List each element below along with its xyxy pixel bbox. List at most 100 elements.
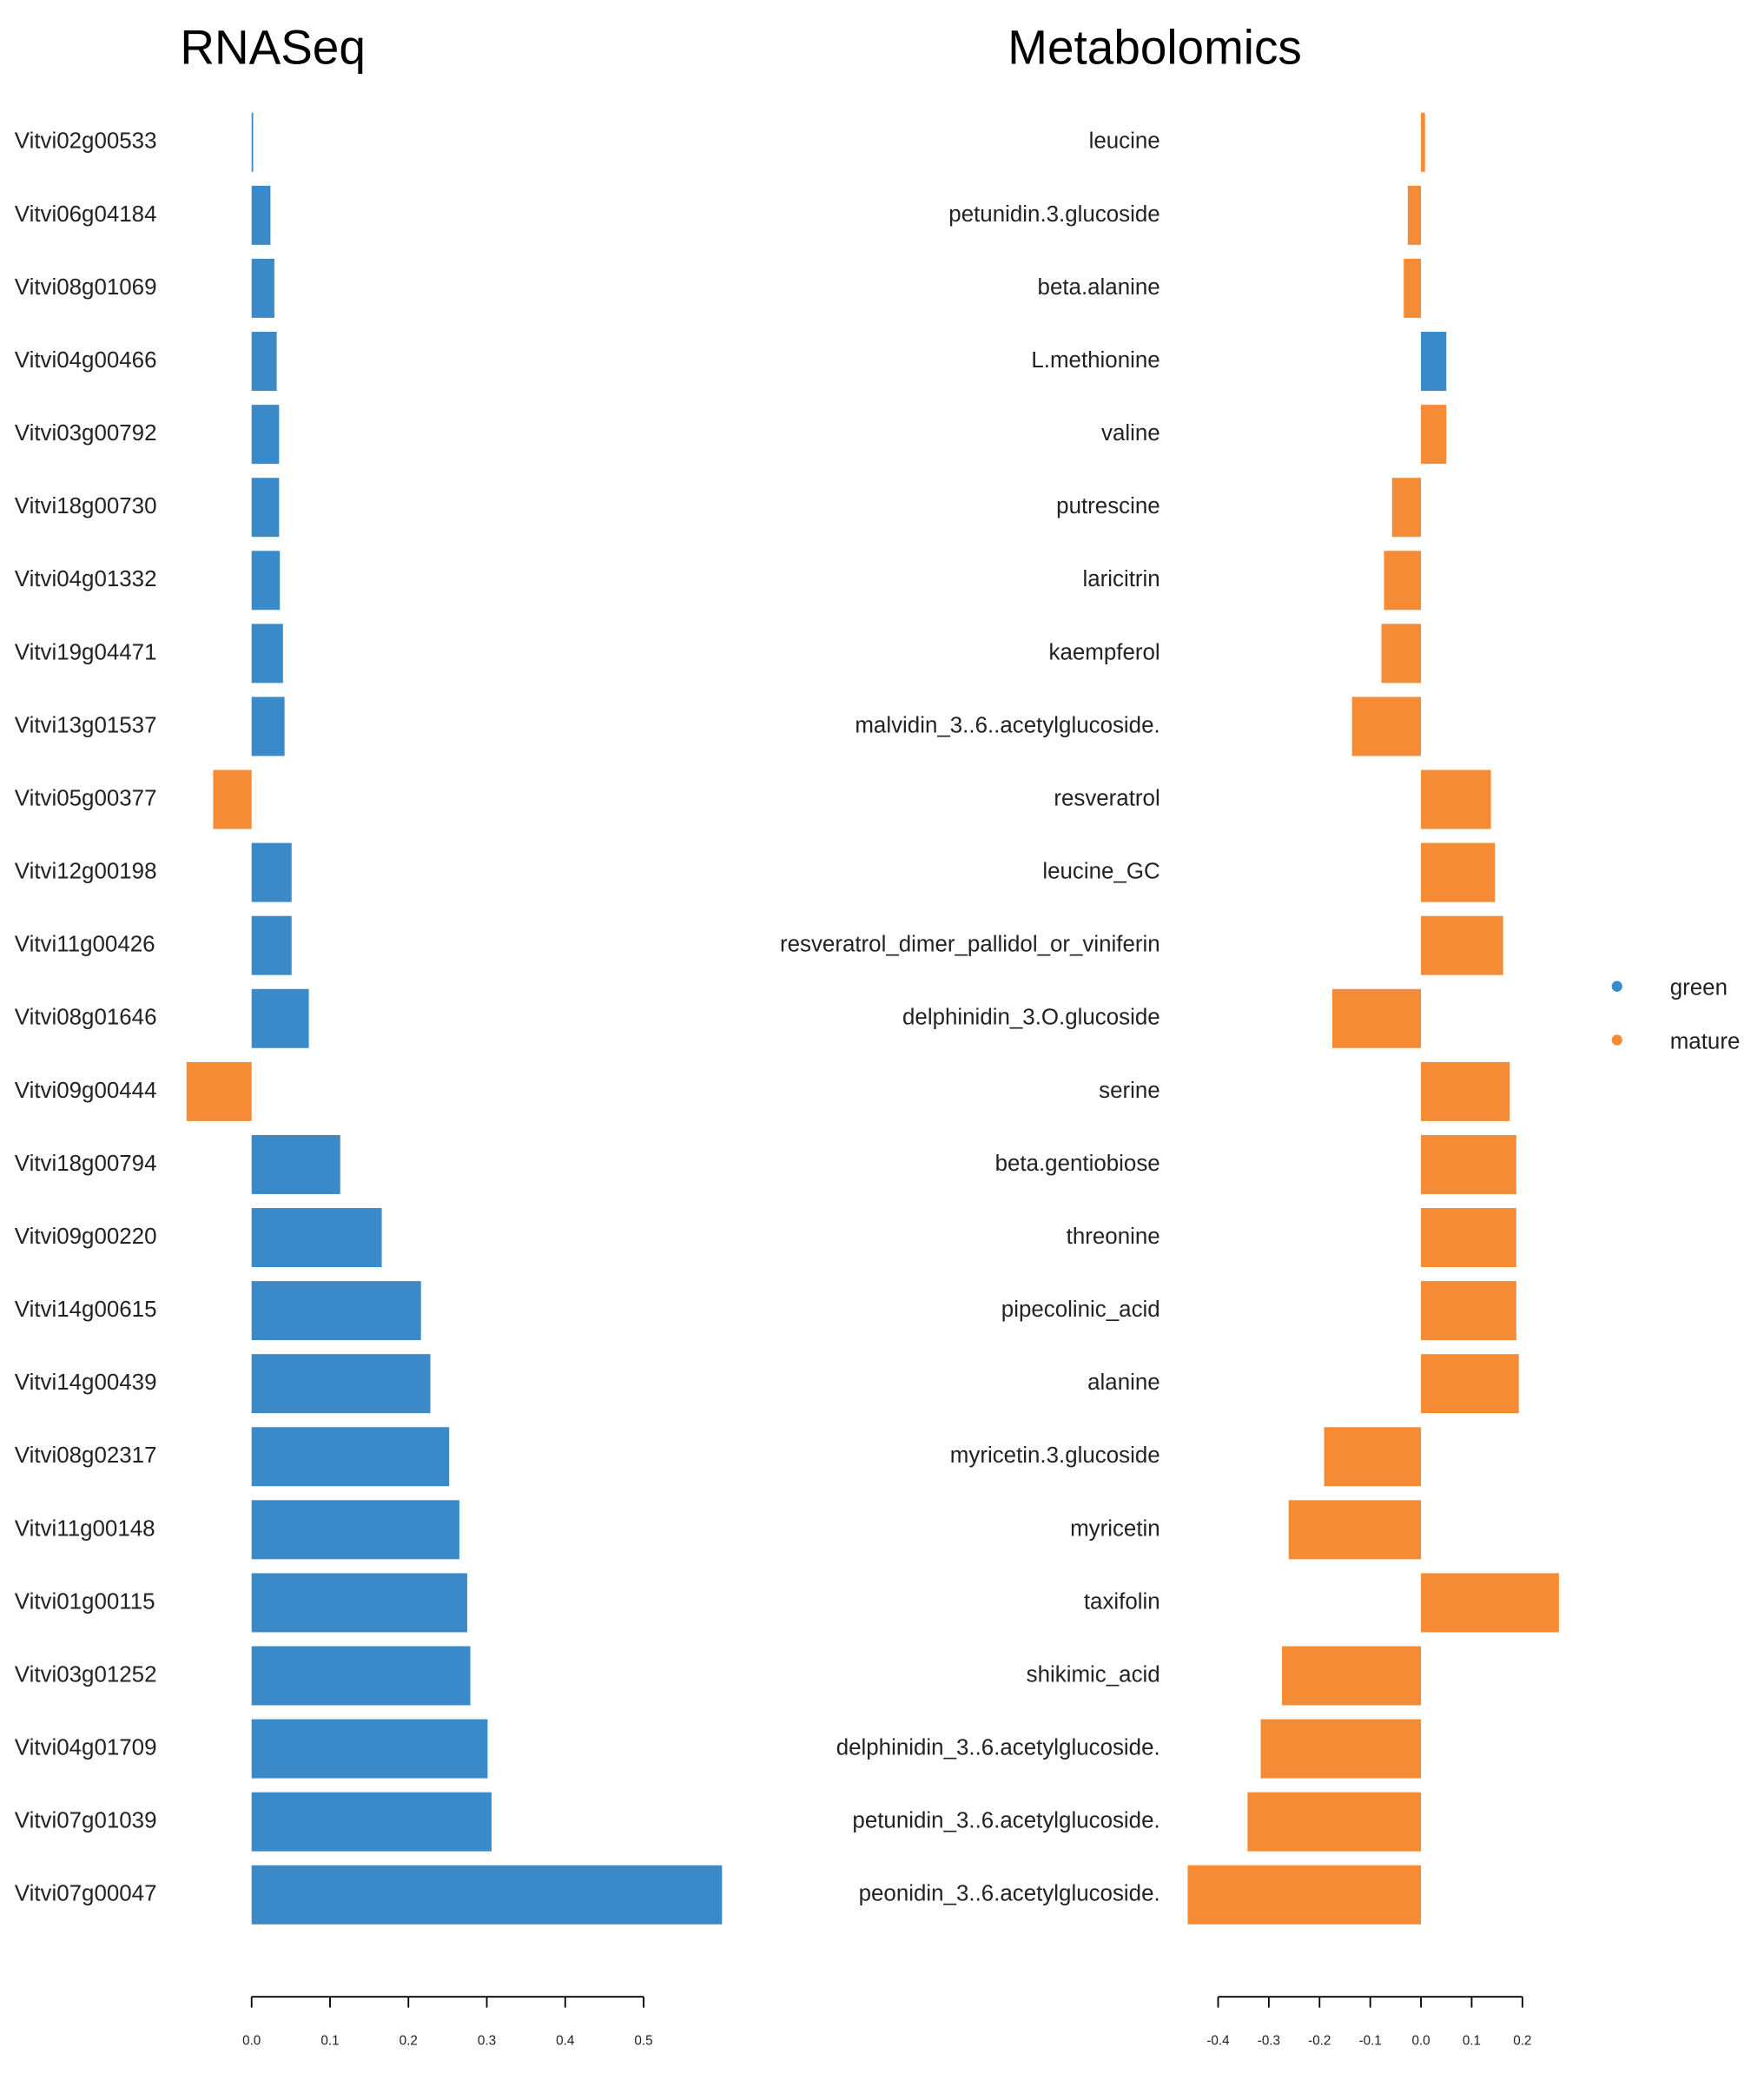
category-label: Vitvi09g00444 bbox=[15, 1077, 157, 1103]
bar bbox=[251, 1354, 431, 1414]
bar bbox=[1421, 769, 1491, 829]
bar bbox=[251, 1427, 450, 1487]
bar bbox=[251, 915, 292, 975]
chart-title: RNASeq bbox=[180, 20, 366, 74]
category-label: petunidin.3.glucoside bbox=[948, 201, 1159, 227]
bar bbox=[1187, 1865, 1422, 1925]
bar bbox=[251, 697, 285, 756]
bar bbox=[1421, 842, 1496, 902]
category-label: Vitvi13g01537 bbox=[15, 711, 157, 737]
category-label: L.methionine bbox=[1031, 347, 1159, 373]
bar bbox=[251, 1865, 723, 1925]
category-label: serine bbox=[1099, 1077, 1160, 1103]
category-label: putrescine bbox=[1056, 492, 1160, 518]
legend-label: green bbox=[1670, 974, 1728, 1000]
bar bbox=[251, 624, 283, 683]
bar bbox=[251, 185, 271, 245]
category-label: Vitvi02g00533 bbox=[15, 128, 157, 154]
x-tick-label: -0.3 bbox=[1258, 2033, 1280, 2048]
category-label: kaempferol bbox=[1049, 638, 1160, 664]
bar bbox=[1421, 1134, 1516, 1194]
category-label: Vitvi04g00466 bbox=[15, 347, 157, 373]
category-label: Vitvi12g00198 bbox=[15, 857, 157, 883]
category-label: delphinidin_3.O.glucoside bbox=[902, 1004, 1160, 1030]
bar bbox=[1421, 1208, 1516, 1268]
category-label: peonidin_3..6.acetylglucoside. bbox=[859, 1880, 1160, 1906]
bar bbox=[1282, 1646, 1422, 1706]
bar bbox=[251, 1792, 492, 1852]
category-label: Vitvi09g00220 bbox=[15, 1223, 157, 1249]
category-label: Vitvi11g00426 bbox=[15, 930, 155, 956]
category-label: delphinidin_3..6.acetylglucoside. bbox=[836, 1733, 1160, 1760]
x-tick-label: 0.3 bbox=[478, 2033, 496, 2048]
bar bbox=[251, 405, 280, 465]
category-label: threonine bbox=[1067, 1223, 1160, 1249]
bar bbox=[251, 112, 254, 172]
bar bbox=[1331, 988, 1422, 1048]
bar bbox=[251, 1281, 421, 1341]
bar bbox=[186, 1061, 252, 1121]
legend-marker bbox=[1611, 1034, 1622, 1046]
bar bbox=[251, 1500, 459, 1560]
bar bbox=[1324, 1427, 1422, 1487]
x-tick-label: 0.1 bbox=[1463, 2033, 1481, 2048]
category-label: Vitvi03g00792 bbox=[15, 419, 157, 446]
category-label: Vitvi18g00794 bbox=[15, 1150, 157, 1176]
bar bbox=[1404, 258, 1422, 318]
x-tick-label: 0.0 bbox=[242, 2033, 261, 2048]
category-label: valine bbox=[1101, 419, 1160, 446]
category-label: myricetin bbox=[1070, 1515, 1160, 1541]
category-label: Vitvi04g01709 bbox=[15, 1733, 157, 1760]
bar bbox=[251, 332, 277, 392]
bar bbox=[251, 1646, 471, 1706]
x-tick-label: 0.1 bbox=[320, 2033, 339, 2048]
category-label: resveratrol bbox=[1054, 784, 1159, 810]
x-tick-label: -0.4 bbox=[1206, 2033, 1230, 2048]
category-label: beta.gentiobiose bbox=[995, 1150, 1160, 1176]
category-label: Vitvi06g04184 bbox=[15, 201, 157, 227]
legend-marker bbox=[1611, 981, 1622, 992]
category-label: laricitrin bbox=[1082, 565, 1159, 591]
category-label: Vitvi08g02317 bbox=[15, 1442, 157, 1468]
category-label: taxifolin bbox=[1084, 1588, 1160, 1614]
category-label: leucine bbox=[1089, 128, 1160, 154]
bar bbox=[1421, 332, 1447, 392]
bar bbox=[1421, 405, 1447, 465]
bar bbox=[1421, 1573, 1559, 1633]
category-label: Vitvi07g01039 bbox=[15, 1806, 157, 1832]
category-label: Vitvi03g01252 bbox=[15, 1661, 157, 1687]
bar bbox=[1391, 478, 1422, 538]
category-label: alanine bbox=[1087, 1369, 1160, 1395]
category-label: pipecolinic_acid bbox=[1001, 1296, 1160, 1322]
bar bbox=[251, 1134, 340, 1194]
category-label: Vitvi11g00148 bbox=[15, 1515, 155, 1541]
bar bbox=[1421, 1281, 1516, 1341]
category-label: petunidin_3..6.acetylglucoside. bbox=[852, 1806, 1159, 1832]
bar bbox=[1421, 915, 1503, 975]
bar bbox=[1247, 1792, 1422, 1852]
category-label: Vitvi08g01069 bbox=[15, 274, 157, 300]
category-label: Vitvi04g01332 bbox=[15, 565, 157, 591]
category-label: shikimic_acid bbox=[1027, 1661, 1160, 1687]
bar bbox=[1381, 624, 1422, 683]
bar bbox=[1288, 1500, 1422, 1560]
category-label: resveratrol_dimer_pallidol_or_viniferin bbox=[780, 930, 1160, 956]
category-label: Vitvi19g04471 bbox=[15, 638, 157, 664]
bar bbox=[1407, 185, 1422, 245]
category-label: Vitvi08g01646 bbox=[15, 1004, 157, 1030]
bar bbox=[1384, 551, 1422, 611]
bar bbox=[251, 1719, 488, 1779]
bar bbox=[251, 551, 281, 611]
bar bbox=[251, 478, 280, 538]
chart-title: Metabolomics bbox=[1008, 20, 1302, 74]
bar bbox=[1421, 112, 1425, 172]
bar bbox=[251, 1208, 382, 1268]
x-tick-label: 0.4 bbox=[556, 2033, 575, 2048]
category-label: Vitvi14g00615 bbox=[15, 1296, 157, 1322]
x-tick-label: 0.5 bbox=[634, 2033, 652, 2048]
category-label: Vitvi18g00730 bbox=[15, 492, 157, 518]
category-label: Vitvi14g00439 bbox=[15, 1369, 157, 1395]
category-label: Vitvi01g00115 bbox=[15, 1588, 155, 1614]
